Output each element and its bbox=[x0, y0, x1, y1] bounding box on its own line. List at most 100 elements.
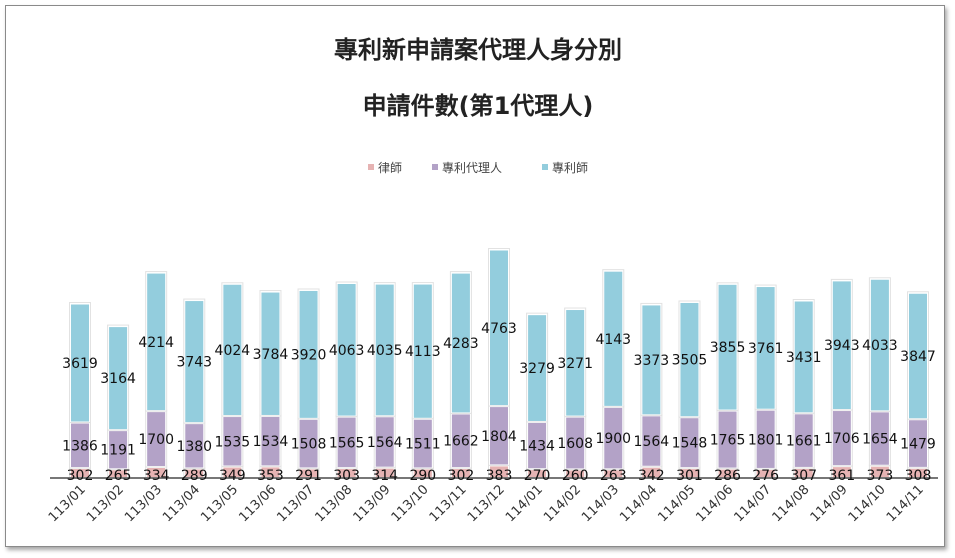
data-label: 1608 bbox=[557, 436, 593, 452]
x-tick-label: 113/10 bbox=[389, 482, 432, 525]
data-label: 4283 bbox=[443, 336, 479, 352]
data-label: 334 bbox=[143, 468, 170, 484]
x-tick-label: 113/12 bbox=[465, 482, 508, 525]
x-tick-labels: 113/01113/02113/03113/04113/05113/06113/… bbox=[46, 482, 927, 525]
data-label: 373 bbox=[867, 468, 894, 484]
data-label: 3761 bbox=[748, 341, 784, 357]
x-tick-label: 113/07 bbox=[274, 482, 317, 525]
x-tick-label: 114/03 bbox=[579, 482, 622, 525]
data-label: 4035 bbox=[367, 343, 403, 359]
data-label: 3855 bbox=[710, 340, 746, 356]
data-label: 1900 bbox=[595, 431, 631, 447]
legend: 律師 專利代理人 專利師 bbox=[368, 161, 588, 175]
x-tick-label: 114/11 bbox=[884, 482, 927, 525]
legend-swatch bbox=[432, 164, 438, 170]
data-label: 1765 bbox=[710, 433, 746, 449]
x-tick-label: 114/07 bbox=[732, 482, 775, 525]
data-label: 1534 bbox=[253, 434, 289, 450]
data-label: 3784 bbox=[253, 347, 289, 363]
data-label: 301 bbox=[676, 468, 703, 484]
data-label: 1662 bbox=[443, 434, 479, 450]
data-label: 290 bbox=[409, 468, 436, 484]
x-tick-label: 113/05 bbox=[198, 482, 241, 525]
data-label: 303 bbox=[333, 468, 360, 484]
data-label: 3619 bbox=[62, 356, 98, 372]
data-label: 307 bbox=[790, 468, 817, 484]
data-label: 1661 bbox=[786, 434, 822, 450]
data-label: 4033 bbox=[862, 338, 898, 354]
data-label: 1434 bbox=[519, 439, 555, 455]
data-label: 1548 bbox=[672, 436, 708, 452]
data-label: 1191 bbox=[100, 443, 136, 459]
data-label: 1565 bbox=[329, 435, 365, 451]
data-label: 4113 bbox=[405, 344, 441, 360]
data-label: 276 bbox=[752, 468, 779, 484]
chart-title-line-1: 專利新申請案代理人身分別 bbox=[334, 36, 622, 64]
x-tick-label: 114/05 bbox=[655, 482, 698, 525]
data-label: 349 bbox=[219, 468, 246, 484]
x-tick-label: 113/09 bbox=[351, 482, 394, 525]
data-label: 1508 bbox=[291, 437, 327, 453]
data-label: 3743 bbox=[176, 355, 212, 371]
x-tick-label: 114/10 bbox=[846, 482, 889, 525]
data-label: 383 bbox=[486, 468, 513, 484]
data-label: 4763 bbox=[481, 321, 517, 337]
data-label: 4143 bbox=[595, 332, 631, 348]
data-label: 1564 bbox=[367, 435, 403, 451]
data-label: 1801 bbox=[748, 432, 784, 448]
legend-swatch bbox=[368, 164, 374, 170]
data-label: 1564 bbox=[634, 434, 670, 450]
x-tick-label: 113/06 bbox=[236, 482, 279, 525]
x-tick-label: 113/03 bbox=[122, 482, 165, 525]
x-tick-label: 114/04 bbox=[617, 482, 660, 525]
chart-title-line-2: 申請件數(第1代理人) bbox=[363, 92, 594, 120]
legend-label: 專利代理人 bbox=[442, 161, 502, 175]
x-tick-label: 113/01 bbox=[46, 482, 89, 525]
data-label: 342 bbox=[638, 468, 665, 484]
data-label: 361 bbox=[828, 468, 855, 484]
data-label: 3164 bbox=[100, 371, 136, 387]
x-tick-label: 113/04 bbox=[160, 482, 203, 525]
data-label: 4214 bbox=[138, 335, 174, 351]
data-label: 270 bbox=[524, 468, 551, 484]
data-label: 1511 bbox=[405, 437, 441, 453]
x-tick-label: 114/09 bbox=[808, 482, 851, 525]
data-label: 291 bbox=[295, 468, 322, 484]
data-label: 308 bbox=[905, 468, 932, 484]
data-label: 1386 bbox=[62, 438, 98, 454]
data-label: 1380 bbox=[176, 439, 212, 455]
data-label: 1654 bbox=[862, 432, 898, 448]
data-label: 1535 bbox=[215, 434, 251, 450]
data-label: 314 bbox=[371, 468, 398, 484]
data-label: 286 bbox=[714, 468, 741, 484]
x-tick-label: 113/08 bbox=[313, 482, 356, 525]
x-tick-label: 113/11 bbox=[427, 482, 470, 525]
data-label: 1804 bbox=[481, 429, 517, 445]
legend-label: 律師 bbox=[378, 161, 402, 175]
data-label: 353 bbox=[257, 468, 284, 484]
legend-swatch bbox=[542, 164, 548, 170]
data-label: 263 bbox=[600, 468, 627, 484]
x-tick-label: 114/02 bbox=[541, 482, 584, 525]
legend-label: 專利師 bbox=[552, 161, 588, 175]
x-tick-label: 113/02 bbox=[84, 482, 127, 525]
data-label: 3271 bbox=[557, 356, 593, 372]
x-tick-label: 114/01 bbox=[503, 482, 546, 525]
data-label: 3279 bbox=[519, 361, 555, 377]
data-label: 302 bbox=[448, 468, 475, 484]
data-label: 302 bbox=[67, 468, 94, 484]
data-label: 4063 bbox=[329, 343, 365, 359]
data-label: 1479 bbox=[900, 437, 936, 453]
data-label: 260 bbox=[562, 468, 589, 484]
data-label: 265 bbox=[105, 468, 132, 484]
x-tick-label: 114/06 bbox=[693, 482, 736, 525]
data-label: 289 bbox=[181, 468, 208, 484]
data-label: 3505 bbox=[672, 353, 708, 369]
data-label: 1700 bbox=[138, 432, 174, 448]
data-label: 3847 bbox=[900, 349, 936, 365]
data-label: 3943 bbox=[824, 338, 860, 354]
data-label: 3373 bbox=[634, 353, 670, 369]
data-label: 1706 bbox=[824, 431, 860, 447]
data-label: 3431 bbox=[786, 350, 822, 366]
